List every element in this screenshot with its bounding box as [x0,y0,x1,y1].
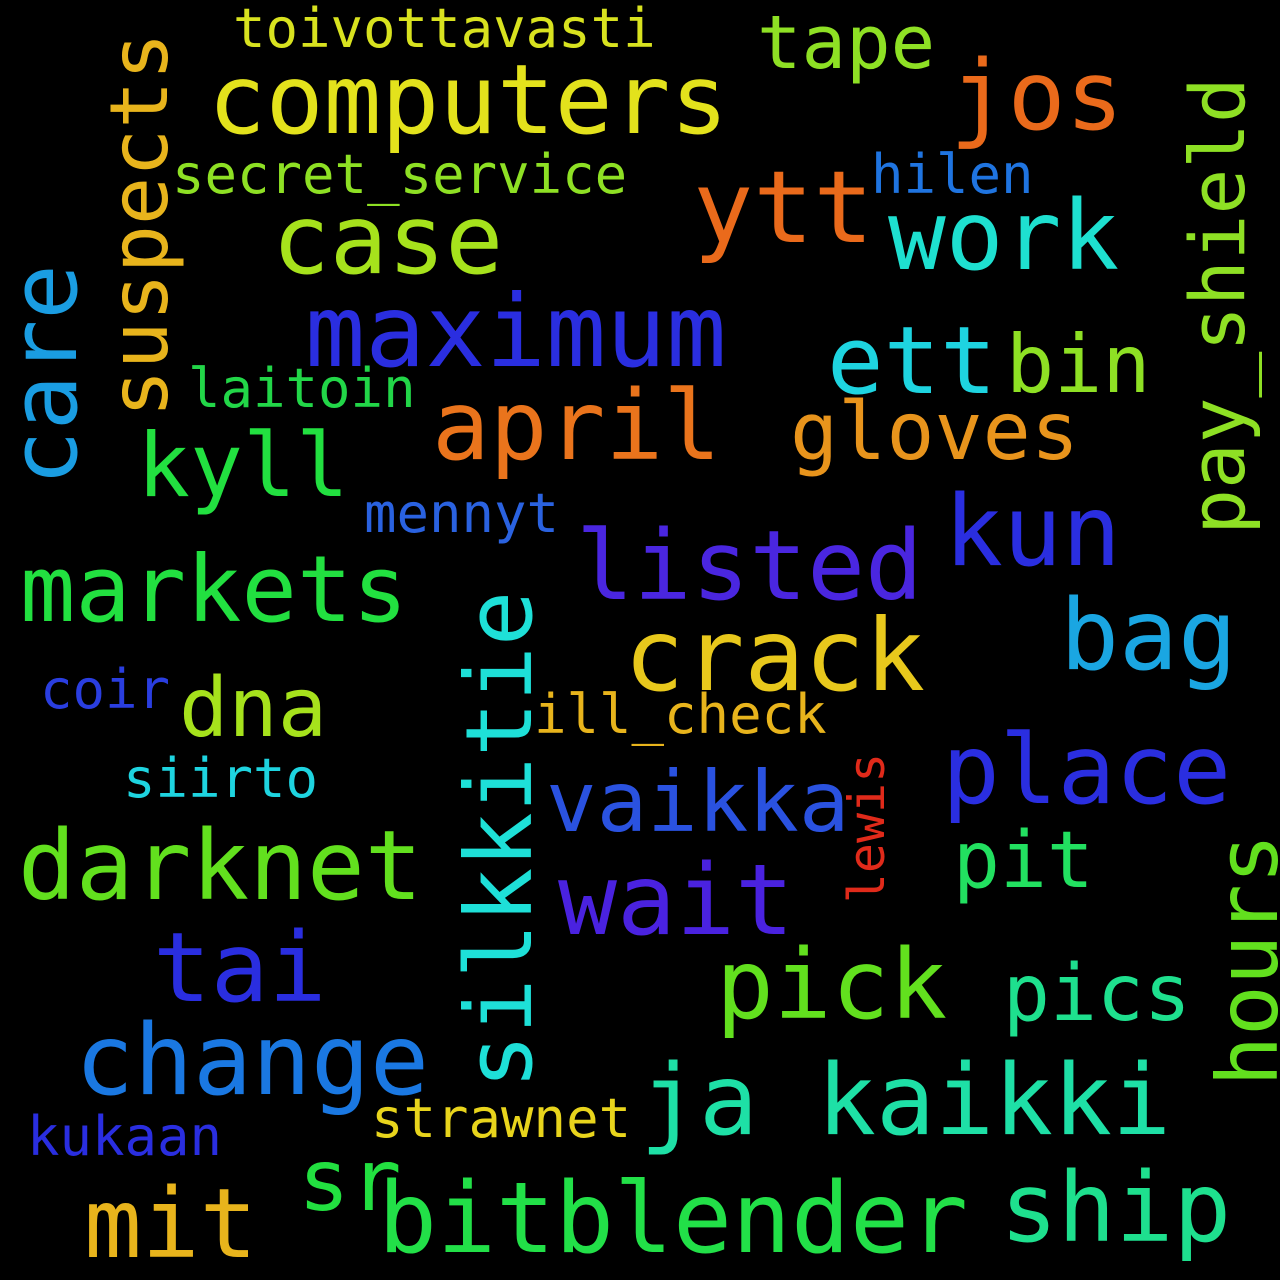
word-change: change [75,1004,430,1118]
word-place: place [942,714,1231,826]
word-dna: dna [179,661,328,756]
word-markets: markets [20,536,408,643]
word-case: case [272,184,504,296]
word-gloves: gloves [790,385,1079,478]
word-pics: pics [1003,949,1191,1039]
word-laitoin: laitoin [188,357,416,420]
word-sr: sr [298,1131,402,1231]
word-hours: hours [1199,833,1280,1087]
word-computers: computers [208,44,729,156]
word-bitblender: bitblender [378,1162,969,1276]
word-kyll: kyll [137,414,349,517]
word-april: april [432,370,721,482]
word-work: work [888,180,1120,292]
word-jos: jos [950,40,1124,152]
word-crack: crack [624,597,926,714]
word-hilen: hilen [871,143,1034,206]
word-darknet: darknet [18,810,423,922]
word-ja-kaikki: ja kaikki [640,1044,1172,1158]
word-pay-shield: pay_shield [1173,77,1262,535]
word-vaikka: vaikka [546,753,850,851]
word-coir: coir [40,658,171,721]
word-pit: pit [953,816,1094,906]
word-wait: wait [558,844,795,958]
word-pick: pick [716,929,948,1041]
word-ill-check: ill_check [534,683,827,746]
word-strawnet: strawnet [371,1087,632,1150]
word-siirto: siirto [123,747,319,810]
word-tape: tape [757,0,936,86]
word-lewis: lewis [838,752,896,904]
word-mennyt: mennyt [364,482,560,545]
word-ett: ett [827,307,997,416]
word-secret-service: secret_service [172,143,628,206]
word-kun: kun [944,475,1122,589]
word-bin: bin [1006,318,1151,411]
word-suspects: suspects [93,32,186,418]
word-toivottavasti: toivottavasti [233,0,656,60]
word-ytt: ytt [693,149,874,266]
word-tai: tai [153,912,327,1024]
word-kukaan: kukaan [27,1105,223,1168]
word-ship: ship [1000,1152,1232,1264]
word-bag: bag [1060,579,1238,693]
word-mit: mit [84,1168,258,1280]
word-silkkitie: silkkitie [446,590,553,1090]
word-listed: listed [576,510,923,622]
word-maximum: maximum [305,273,727,390]
word-care: care [0,264,98,486]
